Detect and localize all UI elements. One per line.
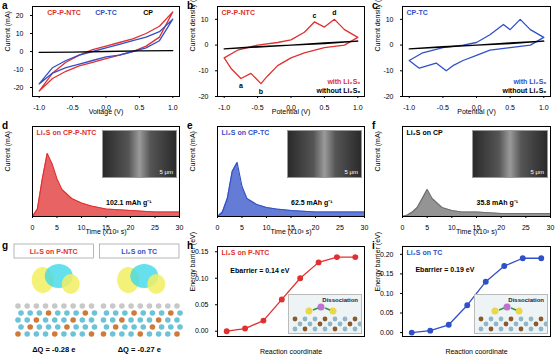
svg-text:Current (mA): Current (mA) xyxy=(4,11,12,51)
svg-text:Li₂S on CP: Li₂S on CP xyxy=(407,129,443,136)
svg-text:0.15: 0.15 xyxy=(380,270,394,277)
svg-text:5: 5 xyxy=(240,224,244,231)
svg-text:0.00: 0.00 xyxy=(380,329,394,336)
svg-text:-0.5: -0.5 xyxy=(67,104,79,111)
svg-text:a: a xyxy=(239,82,243,89)
svg-text:without Li₂S₆: without Li₂S₆ xyxy=(501,87,546,94)
svg-text:Time (x10³ s): Time (x10³ s) xyxy=(456,228,497,236)
svg-text:-20: -20 xyxy=(383,93,393,100)
svg-text:Current (mA): Current (mA) xyxy=(189,131,197,171)
svg-text:0: 0 xyxy=(401,224,405,231)
svg-text:0.00: 0.00 xyxy=(195,327,209,334)
svg-text:Li₂S on TC: Li₂S on TC xyxy=(407,249,443,256)
svg-text:-1.0: -1.0 xyxy=(403,104,415,111)
svg-text:Li₂S on TC: Li₂S on TC xyxy=(121,248,157,255)
svg-text:-0.5: -0.5 xyxy=(252,104,264,111)
svg-text:0.5: 0.5 xyxy=(135,104,145,111)
svg-text:20: 20 xyxy=(127,224,135,231)
svg-text:Li₂S on CP-P-NTC: Li₂S on CP-P-NTC xyxy=(37,129,97,136)
svg-text:-20: -20 xyxy=(198,93,208,100)
svg-text:0.15: 0.15 xyxy=(195,248,209,255)
svg-text:-1.0: -1.0 xyxy=(218,104,230,111)
svg-text:20: 20 xyxy=(16,12,24,19)
svg-text:Time (x10³ s): Time (x10³ s) xyxy=(271,228,312,236)
svg-text:1.0: 1.0 xyxy=(539,104,549,111)
svg-text:0.5: 0.5 xyxy=(320,104,330,111)
svg-text:10: 10 xyxy=(263,224,271,231)
svg-text:0.5: 0.5 xyxy=(505,104,515,111)
svg-text:-10: -10 xyxy=(13,66,23,73)
svg-text:5: 5 xyxy=(425,224,429,231)
svg-text:ΔQ = -0.28 e: ΔQ = -0.28 e xyxy=(32,345,75,354)
svg-text:Reaction coordinate: Reaction coordinate xyxy=(445,348,507,355)
svg-text:0.10: 0.10 xyxy=(195,275,209,282)
svg-text:0.05: 0.05 xyxy=(380,309,394,316)
svg-text:Potential (V): Potential (V) xyxy=(272,108,311,116)
svg-text:1.0: 1.0 xyxy=(168,104,178,111)
svg-text:102.1 mAh g⁻¹: 102.1 mAh g⁻¹ xyxy=(106,199,152,207)
svg-text:0: 0 xyxy=(20,48,24,55)
svg-text:1.0: 1.0 xyxy=(353,104,363,111)
svg-text:30: 30 xyxy=(176,224,184,231)
svg-text:0: 0 xyxy=(205,41,209,48)
svg-text:Li₂S on P-NTC: Li₂S on P-NTC xyxy=(30,248,78,255)
svg-text:Current (mA): Current (mA) xyxy=(4,131,12,171)
svg-text:d: d xyxy=(332,9,336,16)
svg-text:Time (x10³ s): Time (x10³ s) xyxy=(86,228,127,236)
svg-text:Current (mA): Current (mA) xyxy=(374,131,382,171)
svg-text:Reaction coordinate: Reaction coordinate xyxy=(260,348,322,355)
svg-text:with Li₂S₆: with Li₂S₆ xyxy=(326,78,360,85)
svg-text:5: 5 xyxy=(55,224,59,231)
svg-text:CP: CP xyxy=(143,9,153,16)
svg-text:Ebarrier = 0.14 eV: Ebarrier = 0.14 eV xyxy=(230,267,289,274)
svg-text:10: 10 xyxy=(448,224,456,231)
svg-text:Voltage (V): Voltage (V) xyxy=(89,108,124,116)
svg-text:-0.5: -0.5 xyxy=(437,104,449,111)
svg-text:10: 10 xyxy=(386,16,394,23)
svg-text:0.20: 0.20 xyxy=(380,251,394,258)
svg-text:10: 10 xyxy=(78,224,86,231)
svg-text:20: 20 xyxy=(312,224,320,231)
svg-text:-1.0: -1.0 xyxy=(33,104,45,111)
svg-text:with Li₂S₆: with Li₂S₆ xyxy=(512,78,546,85)
svg-text:0: 0 xyxy=(216,224,220,231)
svg-text:Li₂S on P-NTC: Li₂S on P-NTC xyxy=(222,249,270,256)
svg-text:-10: -10 xyxy=(198,67,208,74)
svg-text:CP-P-NTC: CP-P-NTC xyxy=(47,9,80,16)
svg-text:Current density (A g⁻¹): Current density (A g⁻¹) xyxy=(189,0,197,52)
svg-text:-10: -10 xyxy=(383,67,393,74)
svg-text:ΔQ = -0.27 e: ΔQ = -0.27 e xyxy=(118,345,161,354)
svg-text:25: 25 xyxy=(336,224,344,231)
svg-text:Ebarrier = 0.19 eV: Ebarrier = 0.19 eV xyxy=(415,266,474,273)
svg-text:Energy barrier (eV): Energy barrier (eV) xyxy=(374,232,382,292)
svg-text:0.05: 0.05 xyxy=(195,301,209,308)
svg-text:10: 10 xyxy=(201,16,209,23)
svg-text:30: 30 xyxy=(547,224,555,231)
svg-text:CP-TC: CP-TC xyxy=(407,9,428,16)
svg-text:62.5 mAh g⁻¹: 62.5 mAh g⁻¹ xyxy=(291,199,333,207)
svg-text:Li₂S on CP-TC: Li₂S on CP-TC xyxy=(222,129,270,136)
svg-text:without Li₂S₆: without Li₂S₆ xyxy=(315,87,360,94)
svg-text:25: 25 xyxy=(151,224,159,231)
svg-text:CP-P-NTC: CP-P-NTC xyxy=(222,9,255,16)
svg-text:0: 0 xyxy=(390,41,394,48)
svg-text:Potential (V): Potential (V) xyxy=(457,108,496,116)
svg-text:Energy barrier (eV): Energy barrier (eV) xyxy=(189,232,197,292)
svg-text:25: 25 xyxy=(522,224,530,231)
svg-text:c: c xyxy=(312,12,316,19)
svg-text:-20: -20 xyxy=(13,84,23,91)
svg-text:CP-TC: CP-TC xyxy=(95,9,116,16)
svg-text:10: 10 xyxy=(16,30,24,37)
svg-text:0: 0 xyxy=(31,224,35,231)
svg-text:Current density (A g⁻¹): Current density (A g⁻¹) xyxy=(374,0,382,52)
svg-text:0.10: 0.10 xyxy=(380,290,394,297)
svg-text:35.8 mAh g⁻¹: 35.8 mAh g⁻¹ xyxy=(477,199,519,207)
svg-text:20: 20 xyxy=(497,224,505,231)
svg-text:b: b xyxy=(259,88,263,95)
svg-text:30: 30 xyxy=(361,224,369,231)
